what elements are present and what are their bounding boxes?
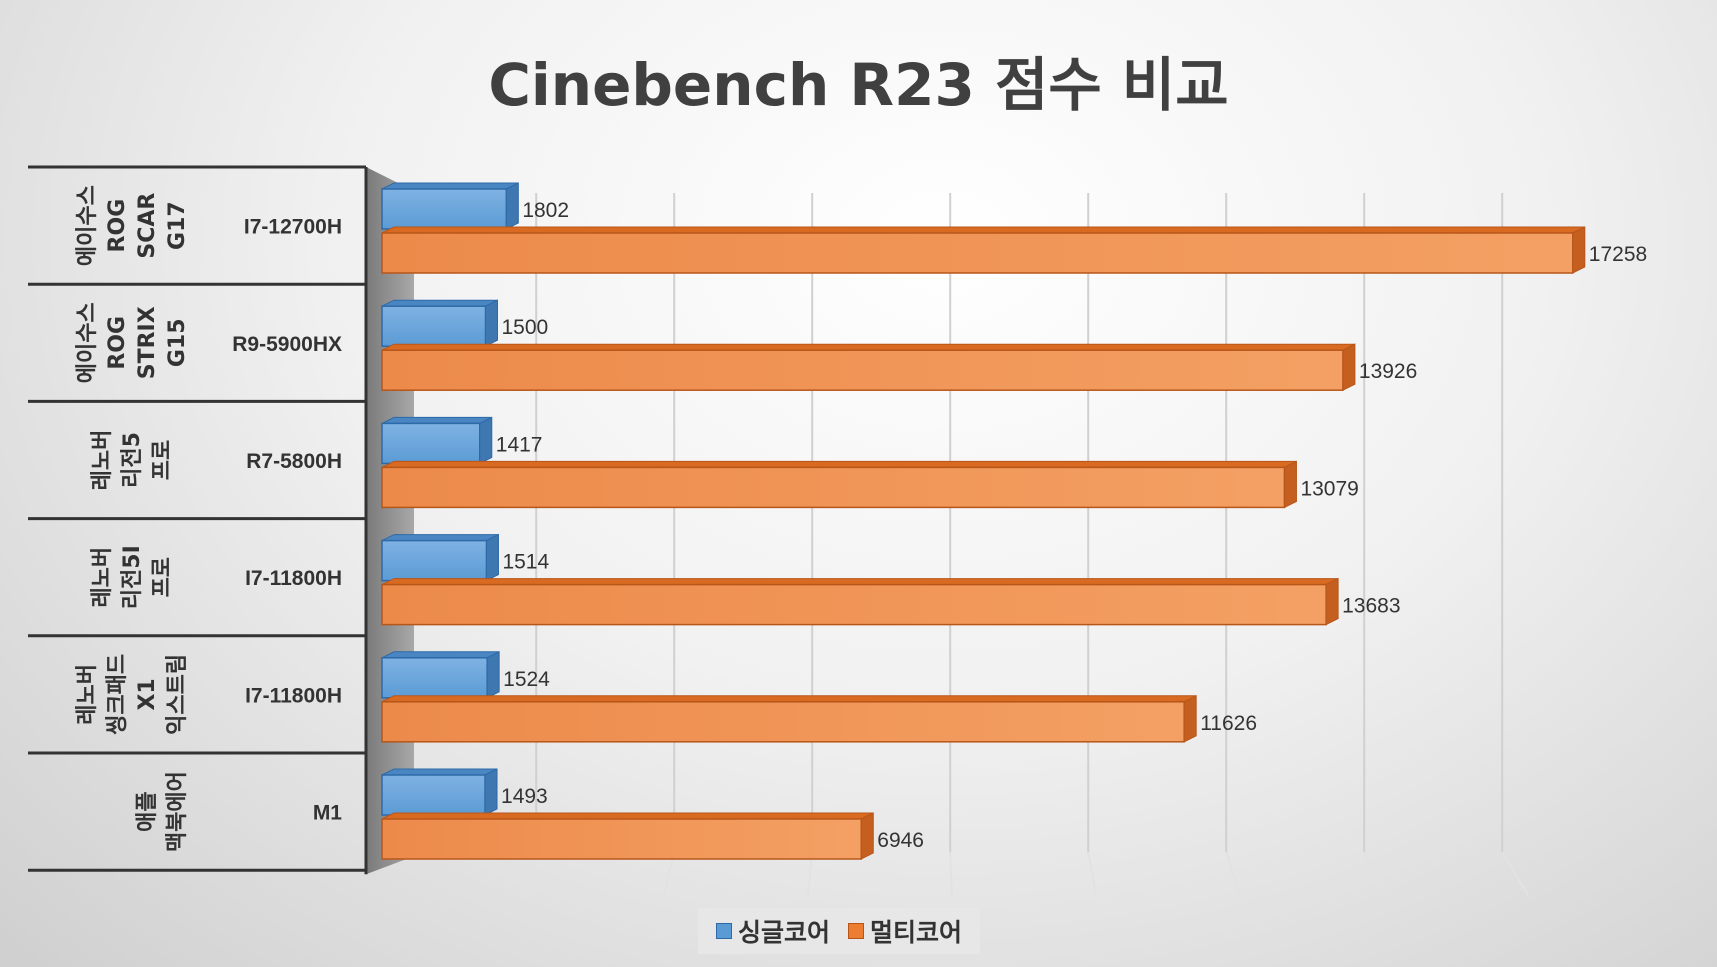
category-name-5-0: 애플 <box>135 791 160 831</box>
bar-side-0-0 <box>505 182 519 230</box>
bar-single-4 <box>381 657 488 699</box>
category-name-4-0: 레노버 <box>75 664 100 725</box>
bar-multi-4 <box>381 701 1185 743</box>
value-label-1-5: 6946 <box>877 829 924 852</box>
bar-single-1 <box>381 305 487 347</box>
category-name-4-2: X1 <box>135 678 160 710</box>
bar-top-0-1 <box>381 299 498 307</box>
bar-side-1-0 <box>1572 226 1586 274</box>
chart-title: Cinebench R23 점수 비교 <box>488 51 1229 119</box>
cpu-label-3: I7-11800H <box>245 567 342 590</box>
bar-top-0-5 <box>381 768 498 776</box>
cpu-label-0: I7-12700H <box>244 216 342 239</box>
bar-side-1-3 <box>1325 577 1339 626</box>
category-name-0-2: SCAR <box>135 193 160 259</box>
bar-top-1-1 <box>381 343 1356 351</box>
category-name-3-2: 프로 <box>150 557 175 597</box>
gridline-floor-12000 <box>1225 851 1241 896</box>
bar-side-1-4 <box>1183 694 1197 743</box>
value-label-1-3: 13683 <box>1342 595 1400 618</box>
bar-top-1-5 <box>381 812 874 820</box>
bar-top-1-0 <box>381 226 1586 234</box>
bar-top-0-3 <box>381 534 499 542</box>
value-label-0-0: 1802 <box>522 199 569 222</box>
bar-side-0-2 <box>479 416 493 465</box>
category-name-4-1: 씽크패드 <box>105 654 130 735</box>
bar-top-0-4 <box>381 651 500 659</box>
bar-top-1-3 <box>381 578 1339 586</box>
category-name-5-1: 맥북에어 <box>165 771 190 852</box>
value-label-0-4: 1524 <box>503 668 550 691</box>
value-label-1-4: 11626 <box>1200 712 1257 735</box>
bar-top-0-0 <box>381 182 519 190</box>
category-name-1-2: STRIX <box>135 306 160 379</box>
gridline-floor-10000 <box>1087 852 1097 896</box>
bar-multi-2 <box>381 466 1286 509</box>
bar-side-0-4 <box>486 650 500 699</box>
category-name-0-0: 에이수스 <box>75 185 100 266</box>
bar-side-1-1 <box>1342 343 1356 392</box>
bar-multi-5 <box>381 818 863 860</box>
bar-multi-3 <box>381 583 1327 626</box>
legend-label-multi: 멀티코어 <box>870 918 963 947</box>
bar-top-1-2 <box>381 460 1297 468</box>
legend-item-multi: 멀티코어 <box>848 913 962 949</box>
value-label-0-3: 1514 <box>502 551 549 574</box>
gridline-floor-14000 <box>1363 851 1385 896</box>
bar-multi-0 <box>381 232 1574 274</box>
value-label-1-0: 17258 <box>1589 243 1647 266</box>
bar-single-3 <box>381 539 488 582</box>
bar-side-1-5 <box>860 812 874 860</box>
bar-top-1-4 <box>381 695 1197 703</box>
bar-single-0 <box>381 188 508 230</box>
legend-swatch-single <box>716 923 732 939</box>
value-label-0-2: 1417 <box>496 433 543 456</box>
cpu-label-5: M1 <box>313 802 342 825</box>
category-name-0-3: G17 <box>165 201 190 250</box>
value-label-1-1: 13926 <box>1359 360 1417 383</box>
value-label-1-2: 13079 <box>1300 477 1358 500</box>
bar-side-0-3 <box>485 533 499 582</box>
cpu-label-1: R9-5900HX <box>232 333 342 356</box>
bar-side-1-2 <box>1283 460 1297 509</box>
category-name-1-3: G15 <box>165 318 190 367</box>
category-name-3-0: 레노버 <box>90 547 115 608</box>
bar-single-2 <box>381 422 481 465</box>
category-name-3-1: 리전5I <box>120 545 145 609</box>
category-name-0-1: ROG <box>105 199 130 253</box>
legend-label-single: 싱글코어 <box>738 918 831 947</box>
cpu-label-4: I7-11800H <box>245 684 342 707</box>
bar-side-0-5 <box>484 768 498 816</box>
category-name-1-0: 에이수스 <box>75 302 100 383</box>
bar-multi-1 <box>381 349 1344 391</box>
category-name-4-3: 익스트림 <box>165 654 190 735</box>
value-label-0-1: 1500 <box>502 316 549 339</box>
category-name-2-0: 레노버 <box>90 430 115 491</box>
gridline-floor-8000 <box>949 852 953 896</box>
gridline-floor-16000 <box>1501 851 1529 896</box>
bar-side-0-1 <box>485 299 498 348</box>
category-name-2-2: 프로 <box>150 440 175 480</box>
legend-item-single: 싱글코어 <box>716 913 830 949</box>
value-label-0-5: 1493 <box>501 785 548 808</box>
legend: 싱글코어 멀티코어 <box>698 908 981 954</box>
bar-single-5 <box>381 774 486 816</box>
bar-top-0-2 <box>381 416 492 424</box>
category-name-1-1: ROG <box>105 316 130 370</box>
cpu-label-2: R7-5800H <box>246 450 342 473</box>
legend-swatch-multi <box>848 923 865 939</box>
category-name-2-1: 리전5 <box>120 432 145 488</box>
